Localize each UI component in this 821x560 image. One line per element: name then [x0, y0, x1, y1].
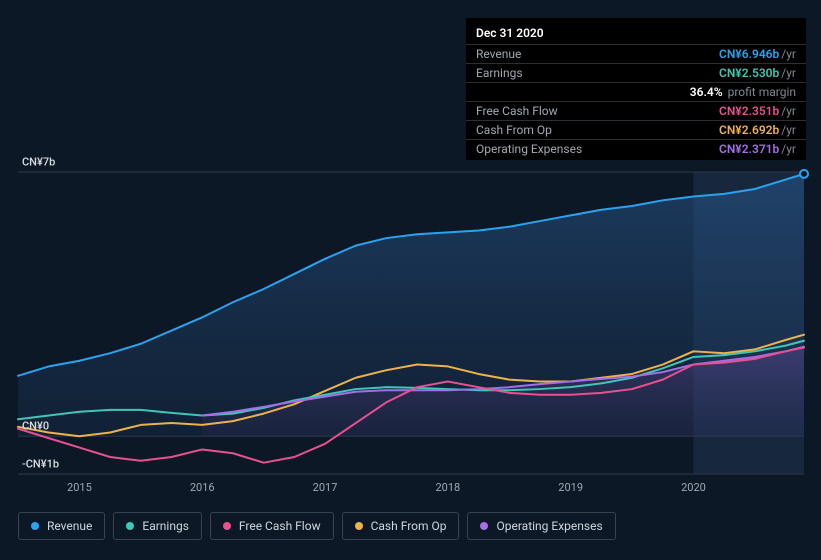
- y-tick-label: CN¥7b: [22, 156, 55, 169]
- tooltip-row: Free Cash Flow CN¥2.351b/yr: [466, 101, 806, 120]
- legend-label: Revenue: [47, 519, 92, 533]
- legend-item[interactable]: Revenue: [18, 512, 105, 540]
- tooltip-date: Dec 31 2020: [466, 24, 806, 44]
- legend-label: Cash From Op: [371, 519, 447, 533]
- tooltip-row: Cash From Op CN¥2.692b/yr: [466, 120, 806, 139]
- series-end-marker: [800, 170, 808, 178]
- legend-item[interactable]: Free Cash Flow: [210, 512, 334, 540]
- tooltip-row-label: Cash From Op: [476, 123, 568, 137]
- x-tick-label: 2015: [67, 481, 92, 494]
- x-axis-labels: 2015 2016 2017 2018 2019 2020: [18, 481, 804, 497]
- tooltip-row-label: Revenue: [476, 47, 537, 61]
- tooltip-row-label: Earnings: [476, 66, 539, 80]
- y-tick-label: -CN¥1b: [22, 458, 59, 471]
- hover-tooltip: Dec 31 2020 Revenue CN¥6.946b/yr Earnings C…: [466, 18, 806, 160]
- legend-dot-icon: [355, 522, 363, 530]
- legend-dot-icon: [31, 522, 39, 530]
- tooltip-row-extra: 36.4% profit margin: [466, 82, 806, 101]
- x-tick-label: 2020: [681, 481, 706, 494]
- tooltip-row: Revenue CN¥6.946b/yr: [466, 44, 806, 63]
- legend-dot-icon: [126, 522, 134, 530]
- tooltip-row-value: CN¥2.351b/yr: [719, 104, 796, 118]
- legend-item[interactable]: Earnings: [113, 512, 202, 540]
- tooltip-row-value: CN¥2.371b/yr: [719, 142, 796, 156]
- legend-dot-icon: [223, 522, 231, 530]
- legend-label: Free Cash Flow: [239, 519, 321, 533]
- tooltip-row-label: Operating Expenses: [476, 142, 598, 156]
- legend-dot-icon: [480, 522, 488, 530]
- tooltip-row-value: CN¥6.946b/yr: [719, 47, 796, 61]
- tooltip-row: Earnings CN¥2.530b/yr: [466, 63, 806, 82]
- tooltip-row-label: Free Cash Flow: [476, 104, 574, 118]
- legend-item[interactable]: Operating Expenses: [467, 512, 615, 540]
- chart-legend: Revenue Earnings Free Cash Flow Cash From O…: [18, 512, 616, 540]
- tooltip-row-value: CN¥2.530b/yr: [719, 66, 796, 80]
- x-tick-label: 2019: [558, 481, 583, 494]
- x-tick-label: 2017: [313, 481, 338, 494]
- x-tick-label: 2016: [190, 481, 215, 494]
- legend-label: Earnings: [142, 519, 189, 533]
- x-tick-label: 2018: [435, 481, 460, 494]
- legend-label: Operating Expenses: [496, 519, 602, 533]
- y-tick-label: CN¥0: [22, 420, 49, 433]
- tooltip-row: Operating Expenses CN¥2.371b/yr: [466, 139, 806, 160]
- tooltip-row-value: CN¥2.692b/yr: [719, 123, 796, 137]
- legend-item[interactable]: Cash From Op: [342, 512, 460, 540]
